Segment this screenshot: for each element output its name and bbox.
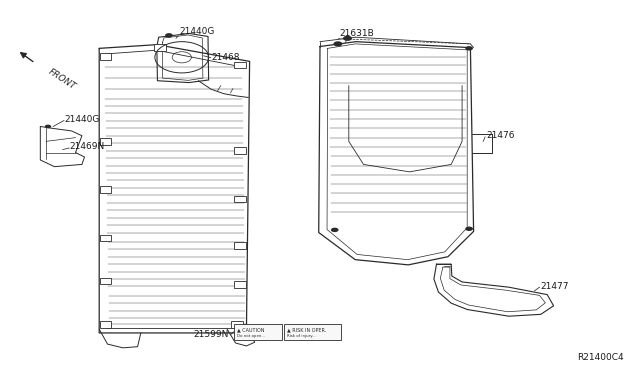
Bar xyxy=(234,62,246,68)
Bar xyxy=(234,324,282,340)
Text: 21631B: 21631B xyxy=(339,29,374,38)
Bar xyxy=(100,278,111,284)
Text: 21469N: 21469N xyxy=(69,142,104,151)
Text: 21477: 21477 xyxy=(541,282,570,291)
Bar xyxy=(234,196,246,202)
Text: 21476: 21476 xyxy=(486,131,515,140)
Bar xyxy=(100,186,111,193)
Bar xyxy=(100,235,111,241)
Text: 21599N: 21599N xyxy=(193,330,228,339)
Bar xyxy=(154,44,166,51)
Text: ▲ RISK IN OPER.: ▲ RISK IN OPER. xyxy=(287,328,326,333)
Bar xyxy=(284,324,341,340)
Circle shape xyxy=(343,36,352,41)
Circle shape xyxy=(465,227,473,231)
Bar xyxy=(234,147,246,154)
Text: ▲ CAUTION: ▲ CAUTION xyxy=(237,328,264,333)
Bar xyxy=(100,138,111,145)
Bar xyxy=(234,281,246,288)
Text: 21440G: 21440G xyxy=(179,27,214,36)
Text: Risk of injury...: Risk of injury... xyxy=(287,334,316,338)
Text: 21440G: 21440G xyxy=(64,115,99,124)
Circle shape xyxy=(465,46,473,51)
Bar xyxy=(234,242,246,249)
Text: FRONT: FRONT xyxy=(47,67,77,91)
Bar xyxy=(231,321,243,328)
Circle shape xyxy=(165,33,173,38)
Circle shape xyxy=(45,125,51,128)
Text: Do not open...: Do not open... xyxy=(237,334,265,338)
Circle shape xyxy=(331,228,339,232)
Text: 21468: 21468 xyxy=(211,53,240,62)
Circle shape xyxy=(333,41,342,46)
Bar xyxy=(100,321,111,328)
Bar xyxy=(100,53,111,60)
Text: R21400C4: R21400C4 xyxy=(577,353,624,362)
